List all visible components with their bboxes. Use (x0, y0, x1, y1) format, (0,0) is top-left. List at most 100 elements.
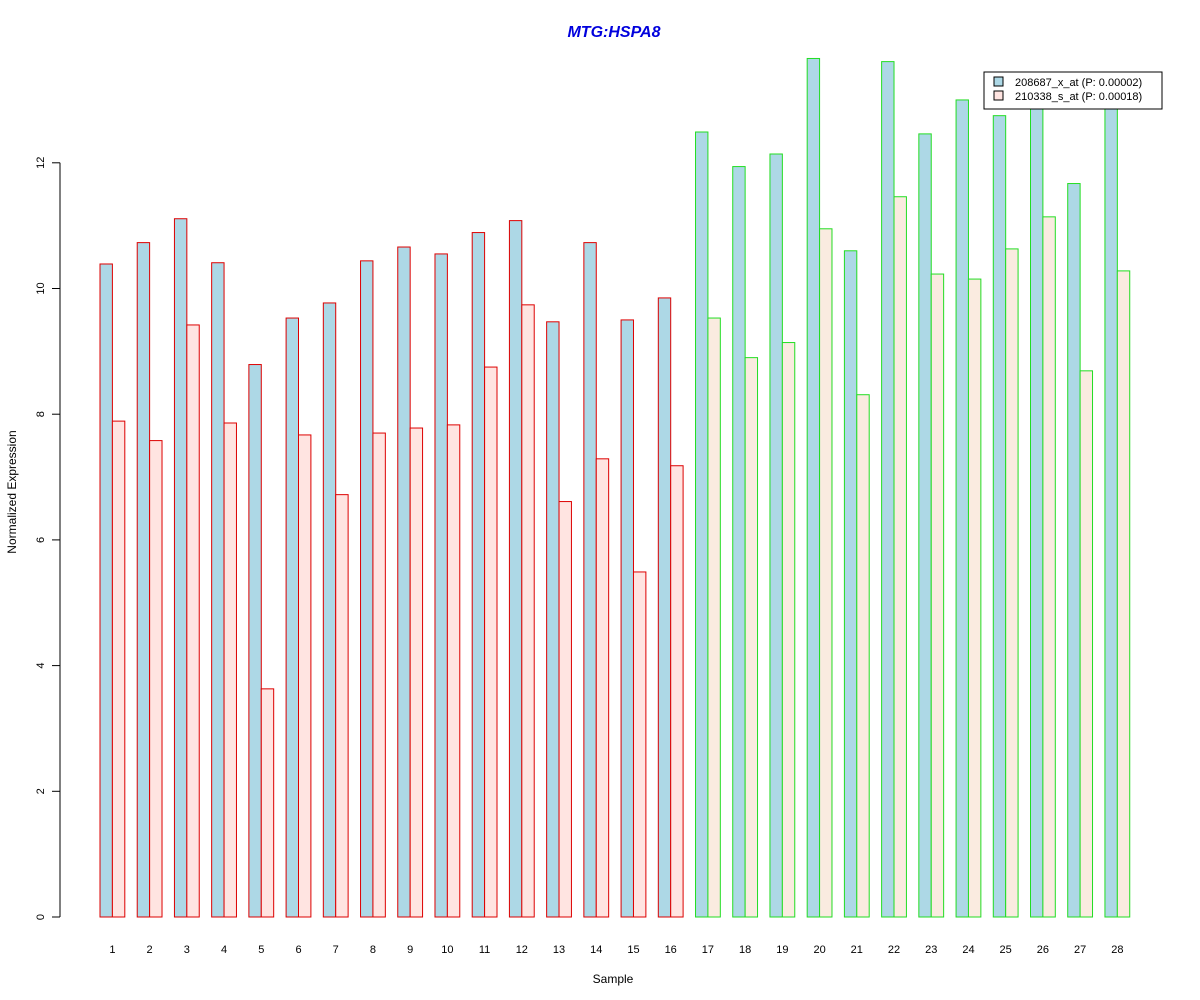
x-tick-label: 27 (1074, 944, 1086, 956)
x-tick-label: 15 (627, 944, 639, 956)
bar-sample-16-series-1 (657, 297, 672, 918)
x-tick-label: 26 (1037, 944, 1049, 956)
bar-sample-14-series-1 (583, 242, 597, 918)
x-tick-label: 25 (1000, 944, 1012, 956)
x-tick-label: 21 (851, 944, 863, 956)
x-tick-label: 10 (441, 944, 453, 956)
bar-sample-13-series-2 (558, 501, 572, 918)
x-axis-labels: 1 2 3 4 5 6 7 8 9 10 11 12 13 14 15 16 17 18 19 20 21 22 23 24 2… (109, 944, 1123, 956)
bar-sample-23-series-1 (918, 133, 932, 918)
bar-sample-13-series-1 (546, 321, 560, 918)
bar-sample-11-series-1 (471, 232, 486, 918)
bar-sample-20-series-2 (819, 228, 833, 918)
bar-sample-16-series-2 (670, 465, 684, 918)
x-tick-label: 12 (516, 944, 528, 956)
x-axis-title: Sample (593, 972, 634, 986)
x-tick-label: 28 (1111, 944, 1123, 956)
bar-sample-5-series-2 (260, 688, 275, 918)
x-tick-label: 5 (258, 944, 264, 956)
bar-sample-14-series-2 (595, 458, 610, 918)
x-tick-label: 8 (370, 944, 376, 956)
bar-sample-6-series-1 (285, 317, 300, 918)
bar-sample-4-series-2 (223, 422, 237, 918)
bar-sample-2-series-2 (149, 440, 163, 918)
x-tick-label: 20 (813, 944, 825, 956)
bar-sample-27-series-2 (1079, 370, 1094, 918)
bar-sample-7-series-1 (322, 302, 337, 918)
legend-swatch-series-1 (993, 76, 1004, 87)
legend-label-series-1: 208687_x_at (P: 0.00002) (1015, 77, 1142, 89)
bar-sample-26-series-2 (1042, 216, 1056, 918)
bar-sample-21-series-1 (843, 250, 858, 918)
bar-sample-8-series-1 (360, 260, 374, 918)
bar-sample-10-series-1 (434, 253, 448, 918)
x-tick-label: 3 (184, 944, 190, 956)
x-tick-label: 23 (925, 944, 937, 956)
x-tick-label: 16 (665, 944, 677, 956)
bar-sample-15-series-1 (620, 319, 634, 918)
y-axis-title: Normalized Expression (5, 430, 19, 553)
y-tick-label: 8 (35, 411, 47, 417)
y-tick-label: 6 (35, 537, 47, 543)
bar-sample-3-series-1 (173, 218, 188, 918)
x-tick-label: 1 (109, 944, 115, 956)
bar-sample-26-series-1 (1030, 86, 1044, 918)
x-tick-label: 4 (221, 944, 227, 956)
y-axis: 0 2 4 6 8 10 12 (35, 157, 61, 920)
bars-group (99, 57, 1131, 918)
bar-sample-19-series-1 (769, 153, 783, 918)
bar-sample-9-series-1 (397, 246, 411, 918)
x-tick-label: 7 (333, 944, 339, 956)
bar-sample-27-series-1 (1067, 183, 1081, 918)
bar-sample-4-series-1 (211, 262, 225, 918)
x-tick-label: 14 (590, 944, 602, 956)
bar-sample-22-series-1 (881, 61, 895, 918)
bar-sample-12-series-2 (521, 304, 535, 918)
y-tick-label: 4 (35, 663, 47, 669)
y-tick-label: 0 (35, 914, 47, 920)
bar-sample-18-series-2 (744, 357, 759, 918)
bar-sample-21-series-2 (856, 394, 870, 918)
y-tick-label: 10 (35, 282, 47, 294)
bar-sample-11-series-2 (484, 366, 498, 918)
bar-sample-5-series-1 (248, 364, 262, 918)
bar-sample-3-series-2 (186, 324, 200, 918)
bar-sample-7-series-2 (335, 494, 349, 918)
bar-sample-25-series-1 (992, 115, 1007, 918)
bar-sample-25-series-2 (1005, 248, 1019, 918)
bar-sample-23-series-2 (930, 273, 945, 918)
x-tick-label: 22 (888, 944, 900, 956)
bar-sample-8-series-2 (372, 432, 386, 918)
bar-sample-1-series-1 (99, 263, 113, 918)
legend: 208687_x_at (P: 0.00002) 210338_s_at (P:… (983, 71, 1163, 110)
x-tick-label: 18 (739, 944, 751, 956)
bar-sample-6-series-2 (298, 434, 312, 918)
y-tick-label: 2 (35, 788, 47, 794)
bar-sample-17-series-2 (707, 317, 721, 918)
x-tick-label: 13 (553, 944, 565, 956)
bar-sample-20-series-1 (806, 57, 821, 918)
bar-sample-22-series-2 (893, 196, 907, 918)
bar-sample-19-series-2 (781, 342, 796, 918)
bar-sample-18-series-1 (732, 166, 746, 918)
x-tick-label: 24 (962, 944, 974, 956)
bar-sample-1-series-2 (111, 420, 126, 918)
legend-swatch-series-2 (993, 90, 1004, 101)
x-tick-label: 2 (147, 944, 153, 956)
bar-sample-24-series-1 (955, 99, 969, 918)
bar-sample-12-series-1 (508, 220, 523, 918)
chart-title: MTG:HSPA8 (567, 24, 660, 41)
x-tick-label: 6 (295, 944, 301, 956)
x-tick-label: 17 (702, 944, 714, 956)
bar-sample-17-series-1 (695, 131, 709, 918)
bar-sample-2-series-1 (136, 242, 151, 918)
bar-sample-28-series-2 (1116, 270, 1131, 918)
bar-sample-24-series-2 (967, 278, 982, 918)
bar-sample-28-series-1 (1104, 99, 1118, 918)
x-tick-label: 19 (776, 944, 788, 956)
bar-sample-15-series-2 (632, 571, 647, 918)
legend-box (983, 71, 1163, 110)
legend-label-series-2: 210338_s_at (P: 0.00018) (1015, 91, 1142, 103)
bar-sample-9-series-2 (409, 427, 424, 918)
bar-sample-10-series-2 (446, 424, 461, 918)
